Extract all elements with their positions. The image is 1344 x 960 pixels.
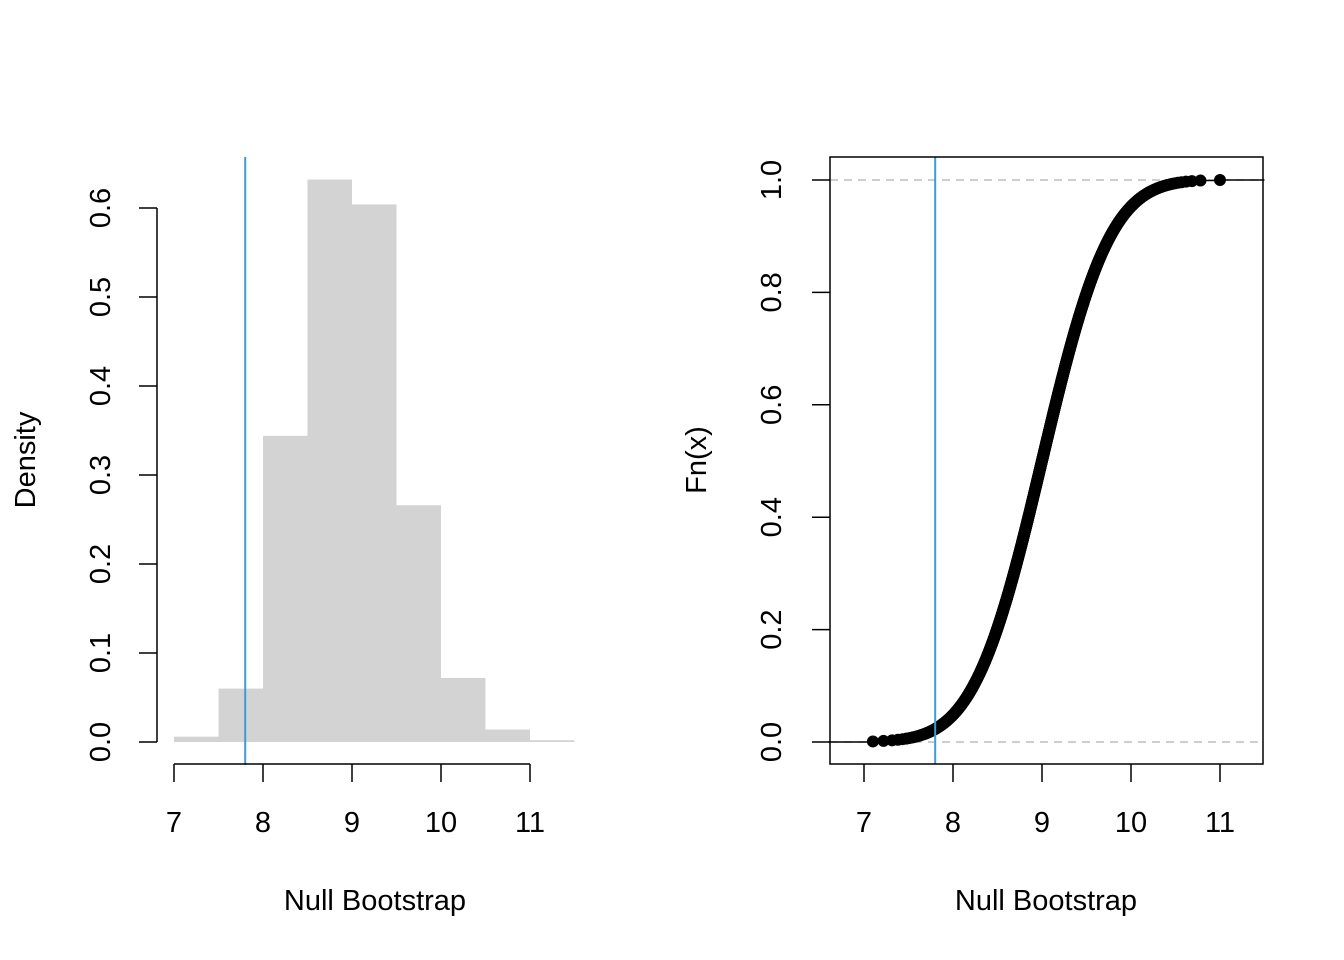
histogram-y-tick-label: 0.5 [85, 277, 117, 317]
histogram-x-tick-label: 7 [166, 807, 182, 839]
histogram-panel: 7 8 9 10 11 0.0 0.1 0.2 0.3 0.4 0.5 0.6 Null Boots… [10, 157, 575, 917]
histogram-y-tick-label: 0.3 [85, 455, 117, 495]
ecdf-y-tick-label: 0.4 [756, 497, 788, 537]
ecdf-y-tick-label: 0.0 [756, 722, 788, 762]
ecdf-point [1214, 174, 1226, 186]
ecdf-x-axis: 7 8 9 10 11 [856, 764, 1235, 839]
ecdf-x-tick-label: 8 [945, 807, 961, 839]
histogram-y-axis-title: Density [10, 411, 42, 508]
histogram-bar-6 [441, 677, 486, 742]
ecdf-x-tick-label: 11 [1205, 807, 1235, 839]
histogram-x-tick-label: 9 [344, 807, 360, 839]
histogram-bars [174, 179, 575, 742]
histogram-bar-2 [263, 435, 308, 742]
ecdf-y-tick-label: 0.2 [756, 609, 788, 649]
histogram-x-tick-label: 11 [515, 807, 545, 839]
ecdf-y-tick-label: 0.6 [756, 385, 788, 425]
ecdf-plot-box [829, 156, 1264, 765]
histogram-x-axis-title: Null Bootstrap [284, 885, 466, 917]
ecdf-points [866, 174, 1226, 748]
histogram-y-tick-label: 0.2 [85, 544, 117, 584]
ecdf-x-tick-label: 10 [1115, 807, 1147, 839]
histogram-bar-1 [218, 688, 263, 742]
ecdf-x-tick-label: 9 [1034, 807, 1050, 839]
histogram-bar-5 [396, 505, 441, 742]
histogram-bar-7 [485, 729, 530, 742]
ecdf-y-axis-title: Fn(x) [681, 426, 713, 494]
histogram-bar-8 [530, 740, 575, 742]
ecdf-y-tick-label: 1.0 [756, 160, 788, 200]
histogram-x-axis: 7 8 9 10 11 [166, 763, 545, 839]
ecdf-point [1194, 174, 1207, 187]
histogram-x-tick-label: 8 [255, 807, 271, 839]
histogram-y-tick-label: 0.0 [85, 722, 117, 762]
ecdf-panel: 7 8 9 10 11 0.0 0.2 0.4 0.6 0.8 1.0 Null Bootstra… [681, 156, 1265, 917]
ecdf-point [866, 735, 879, 748]
histogram-bar-0 [174, 736, 219, 742]
ecdf-x-axis-title: Null Bootstrap [955, 885, 1137, 917]
histogram-y-axis: 0.0 0.1 0.2 0.3 0.4 0.5 0.6 [85, 188, 158, 762]
histogram-bar-3 [307, 179, 352, 742]
histogram-bar-4 [352, 204, 397, 742]
histogram-y-tick-label: 0.6 [85, 188, 117, 228]
histogram-x-tick-label: 10 [425, 807, 457, 839]
ecdf-x-tick-label: 7 [856, 807, 872, 839]
histogram-y-tick-label: 0.1 [85, 633, 117, 673]
ecdf-y-axis: 0.0 0.2 0.4 0.6 0.8 1.0 [756, 160, 830, 762]
histogram-y-tick-label: 0.4 [85, 366, 117, 406]
ecdf-y-tick-label: 0.8 [756, 272, 788, 312]
